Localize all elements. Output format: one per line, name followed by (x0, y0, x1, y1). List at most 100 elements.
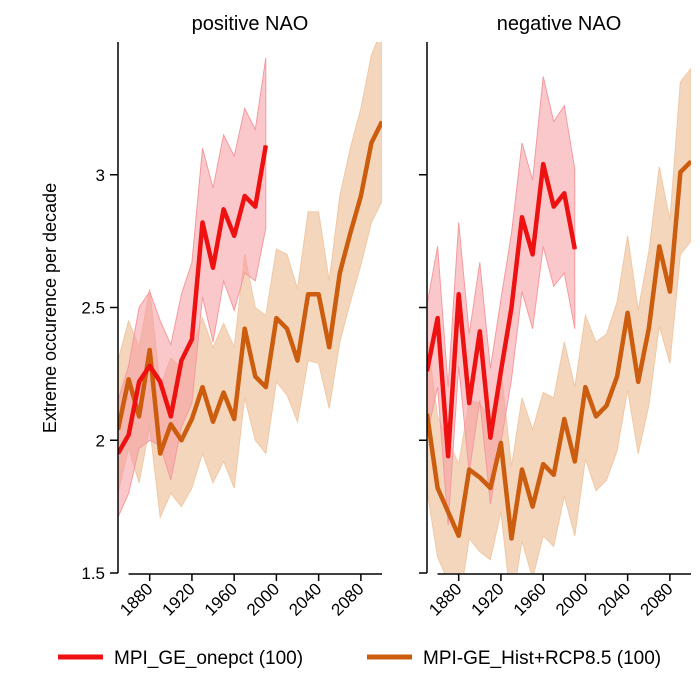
hist-data-point (500, 442, 502, 444)
hist-data-point (296, 360, 299, 362)
onepct-data-point (254, 206, 256, 208)
hist-data-point (128, 378, 130, 380)
onepct-data-point (553, 206, 555, 208)
hist-data-point (679, 171, 682, 173)
y-tick-label: 1.5 (81, 564, 105, 583)
onepct-data-point (138, 381, 140, 383)
x-tick-label: 2000 (552, 579, 592, 619)
x-tick-label: 1960 (510, 579, 550, 619)
hist-data-point (605, 405, 608, 407)
onepct-data-point (574, 248, 576, 250)
hist-data-point (244, 328, 246, 330)
x-tick-label: 1920 (468, 579, 508, 619)
legend-entry-onepct: MPI_GE_onepct (100) (114, 648, 303, 669)
hist-data-point (489, 487, 491, 489)
onepct-data-point (233, 235, 235, 237)
onepct-data-point (532, 253, 534, 255)
hist-data-point (275, 317, 277, 319)
onepct-data-point (521, 216, 523, 218)
hist-data-point (318, 293, 320, 295)
onepct-data-point (542, 163, 544, 165)
hist-data-point (510, 537, 513, 540)
hist-data-point (381, 121, 382, 123)
hist-data-point (648, 328, 650, 330)
onepct-data-point (447, 455, 449, 457)
hist-mean-line (118, 120, 382, 456)
x-tick-label: 2040 (594, 579, 634, 619)
onepct-data-point (265, 144, 267, 147)
hist-data-point (339, 272, 341, 274)
panel-title: positive NAO (192, 13, 309, 35)
y-tick-label: 3 (96, 166, 105, 185)
hist-data-point (447, 511, 449, 513)
hist-data-point (437, 487, 439, 489)
onepct-data-point (212, 267, 214, 269)
onepct-data-point (510, 306, 513, 309)
onepct-data-point (479, 330, 481, 332)
hist-data-point (370, 142, 372, 144)
hist-data-point (595, 415, 597, 417)
uncertainty-bands (118, 42, 691, 573)
hist-data-point (191, 418, 193, 420)
x-tick-label: 1920 (159, 579, 199, 619)
legend-entry-hist: MPI-GE_Hist+RCP8.5 (100) (423, 648, 661, 669)
hist-data-point (328, 346, 330, 348)
onepct-data-point (244, 195, 246, 197)
hist-data-point (170, 423, 172, 425)
hist-data-point (254, 375, 256, 378)
onepct-data-point (191, 338, 193, 340)
hist-data-point (553, 474, 555, 476)
hist-data-point (223, 391, 225, 394)
hist-data-point (669, 291, 671, 293)
hist-data-point (286, 328, 288, 330)
onepct-data-point (170, 415, 172, 417)
onepct-data-point (201, 221, 204, 224)
onepct-data-point (128, 434, 130, 436)
onepct-data-point (563, 192, 565, 194)
panel-title: negative NAO (497, 13, 622, 35)
hist-data-point (159, 452, 161, 455)
hist-data-point (468, 468, 470, 471)
y-tick-label: 2.5 (81, 299, 105, 318)
hist-data-point (212, 421, 214, 423)
hist-data-point (349, 232, 351, 234)
hist-data-point (584, 386, 587, 388)
onepct-data-point (180, 360, 182, 362)
hist-data-point (574, 460, 576, 463)
hist-data-point (637, 381, 639, 383)
series-lines (118, 120, 691, 541)
hist-data-point (690, 160, 691, 163)
x-tick-label: 2080 (328, 579, 368, 619)
onepct-data-point (149, 365, 151, 367)
onepct-data-point (437, 317, 439, 319)
hist-data-point (627, 312, 629, 314)
x-tick-label: 2000 (243, 579, 283, 619)
hist-data-point (658, 245, 660, 247)
hist-data-point (360, 195, 362, 197)
y-axis-label: Extreme occurence per decade (40, 183, 60, 433)
hist-data-point (521, 468, 523, 471)
hist-data-point (265, 386, 267, 388)
hist-data-point (532, 506, 534, 508)
hist-data-point (563, 418, 565, 420)
hist-data-point (180, 439, 182, 441)
legend: MPI_GE_onepct (100) MPI-GE_Hist+RCP8.5 (… (58, 648, 661, 669)
hist-data-point (138, 415, 140, 417)
x-tick-label: 1880 (116, 579, 156, 619)
onepct-data-point (458, 293, 460, 295)
hist-mean-line (427, 159, 691, 541)
hist-data-point (458, 535, 460, 537)
hist-data-point (542, 463, 544, 465)
onepct-data-point (223, 208, 225, 210)
x-tick-label: 2040 (285, 579, 325, 619)
onepct-data-point (500, 370, 502, 372)
x-tick-label: 2080 (637, 579, 677, 619)
hist-data-point (307, 293, 309, 295)
x-tick-label: 1880 (425, 579, 465, 619)
onepct-data-point (159, 381, 161, 383)
hist-data-point (233, 418, 235, 420)
onepct-data-point (489, 437, 491, 439)
hist-data-point (201, 386, 204, 388)
